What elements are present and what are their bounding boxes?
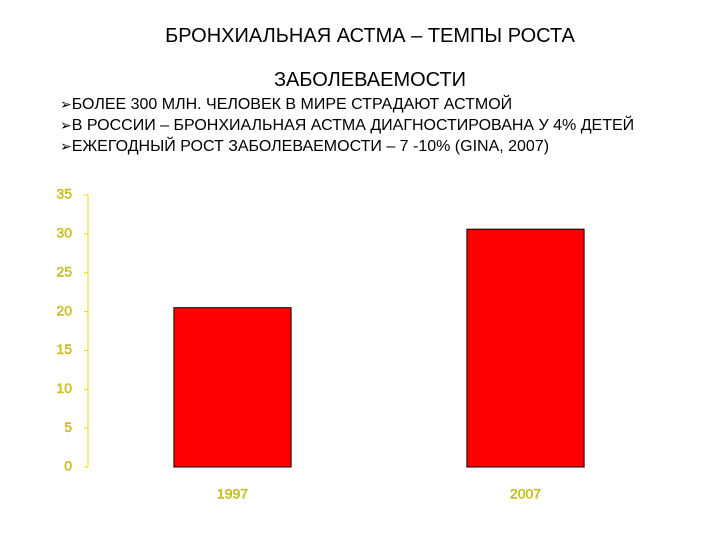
y-tick-label: 30 xyxy=(56,225,72,241)
y-tick-label: 35 xyxy=(56,186,72,202)
y-tick-label: 0 xyxy=(64,458,72,474)
bullet-text: В РОССИИ – БРОНХИАЛЬНАЯ АСТМА ДИАГНОСТИР… xyxy=(71,117,635,134)
bullet: БОЛЕЕ 300 МЛН. ЧЕЛОВЕК В МИРЕ СТРАДАЮТ А… xyxy=(60,94,660,115)
bullet-text: БОЛЕЕ 300 МЛН. ЧЕЛОВЕК В МИРЕ СТРАДАЮТ А… xyxy=(71,96,513,113)
bullet-list: БОЛЕЕ 300 МЛН. ЧЕЛОВЕК В МИРЕ СТРАДАЮТ А… xyxy=(60,94,660,157)
bullet-text: ЕЖЕГОДНЫЙ РОСТ ЗАБОЛЕВАЕМОСТИ – 7 -10% (… xyxy=(71,138,550,155)
x-tick-label: 1997 xyxy=(217,486,248,502)
y-tick-label: 5 xyxy=(64,419,72,435)
x-tick-label: 2007 xyxy=(510,486,541,502)
bullet: В РОССИИ – БРОНХИАЛЬНАЯ АСТМА ДИАГНОСТИР… xyxy=(60,115,660,136)
bar xyxy=(466,228,585,468)
y-tick-label: 25 xyxy=(56,263,72,279)
bar xyxy=(173,307,292,468)
slide-title: БРОНХИАЛЬНАЯ АСТМА – ТЕМПЫ РОСТА ЗАБОЛЕВ… xyxy=(165,25,575,91)
y-tick-label: 15 xyxy=(56,341,72,357)
bullet: ЕЖЕГОДНЫЙ РОСТ ЗАБОЛЕВАЕМОСТИ – 7 -10% (… xyxy=(60,136,660,157)
y-tick-label: 20 xyxy=(56,302,72,318)
y-tick-label: 10 xyxy=(56,380,72,396)
